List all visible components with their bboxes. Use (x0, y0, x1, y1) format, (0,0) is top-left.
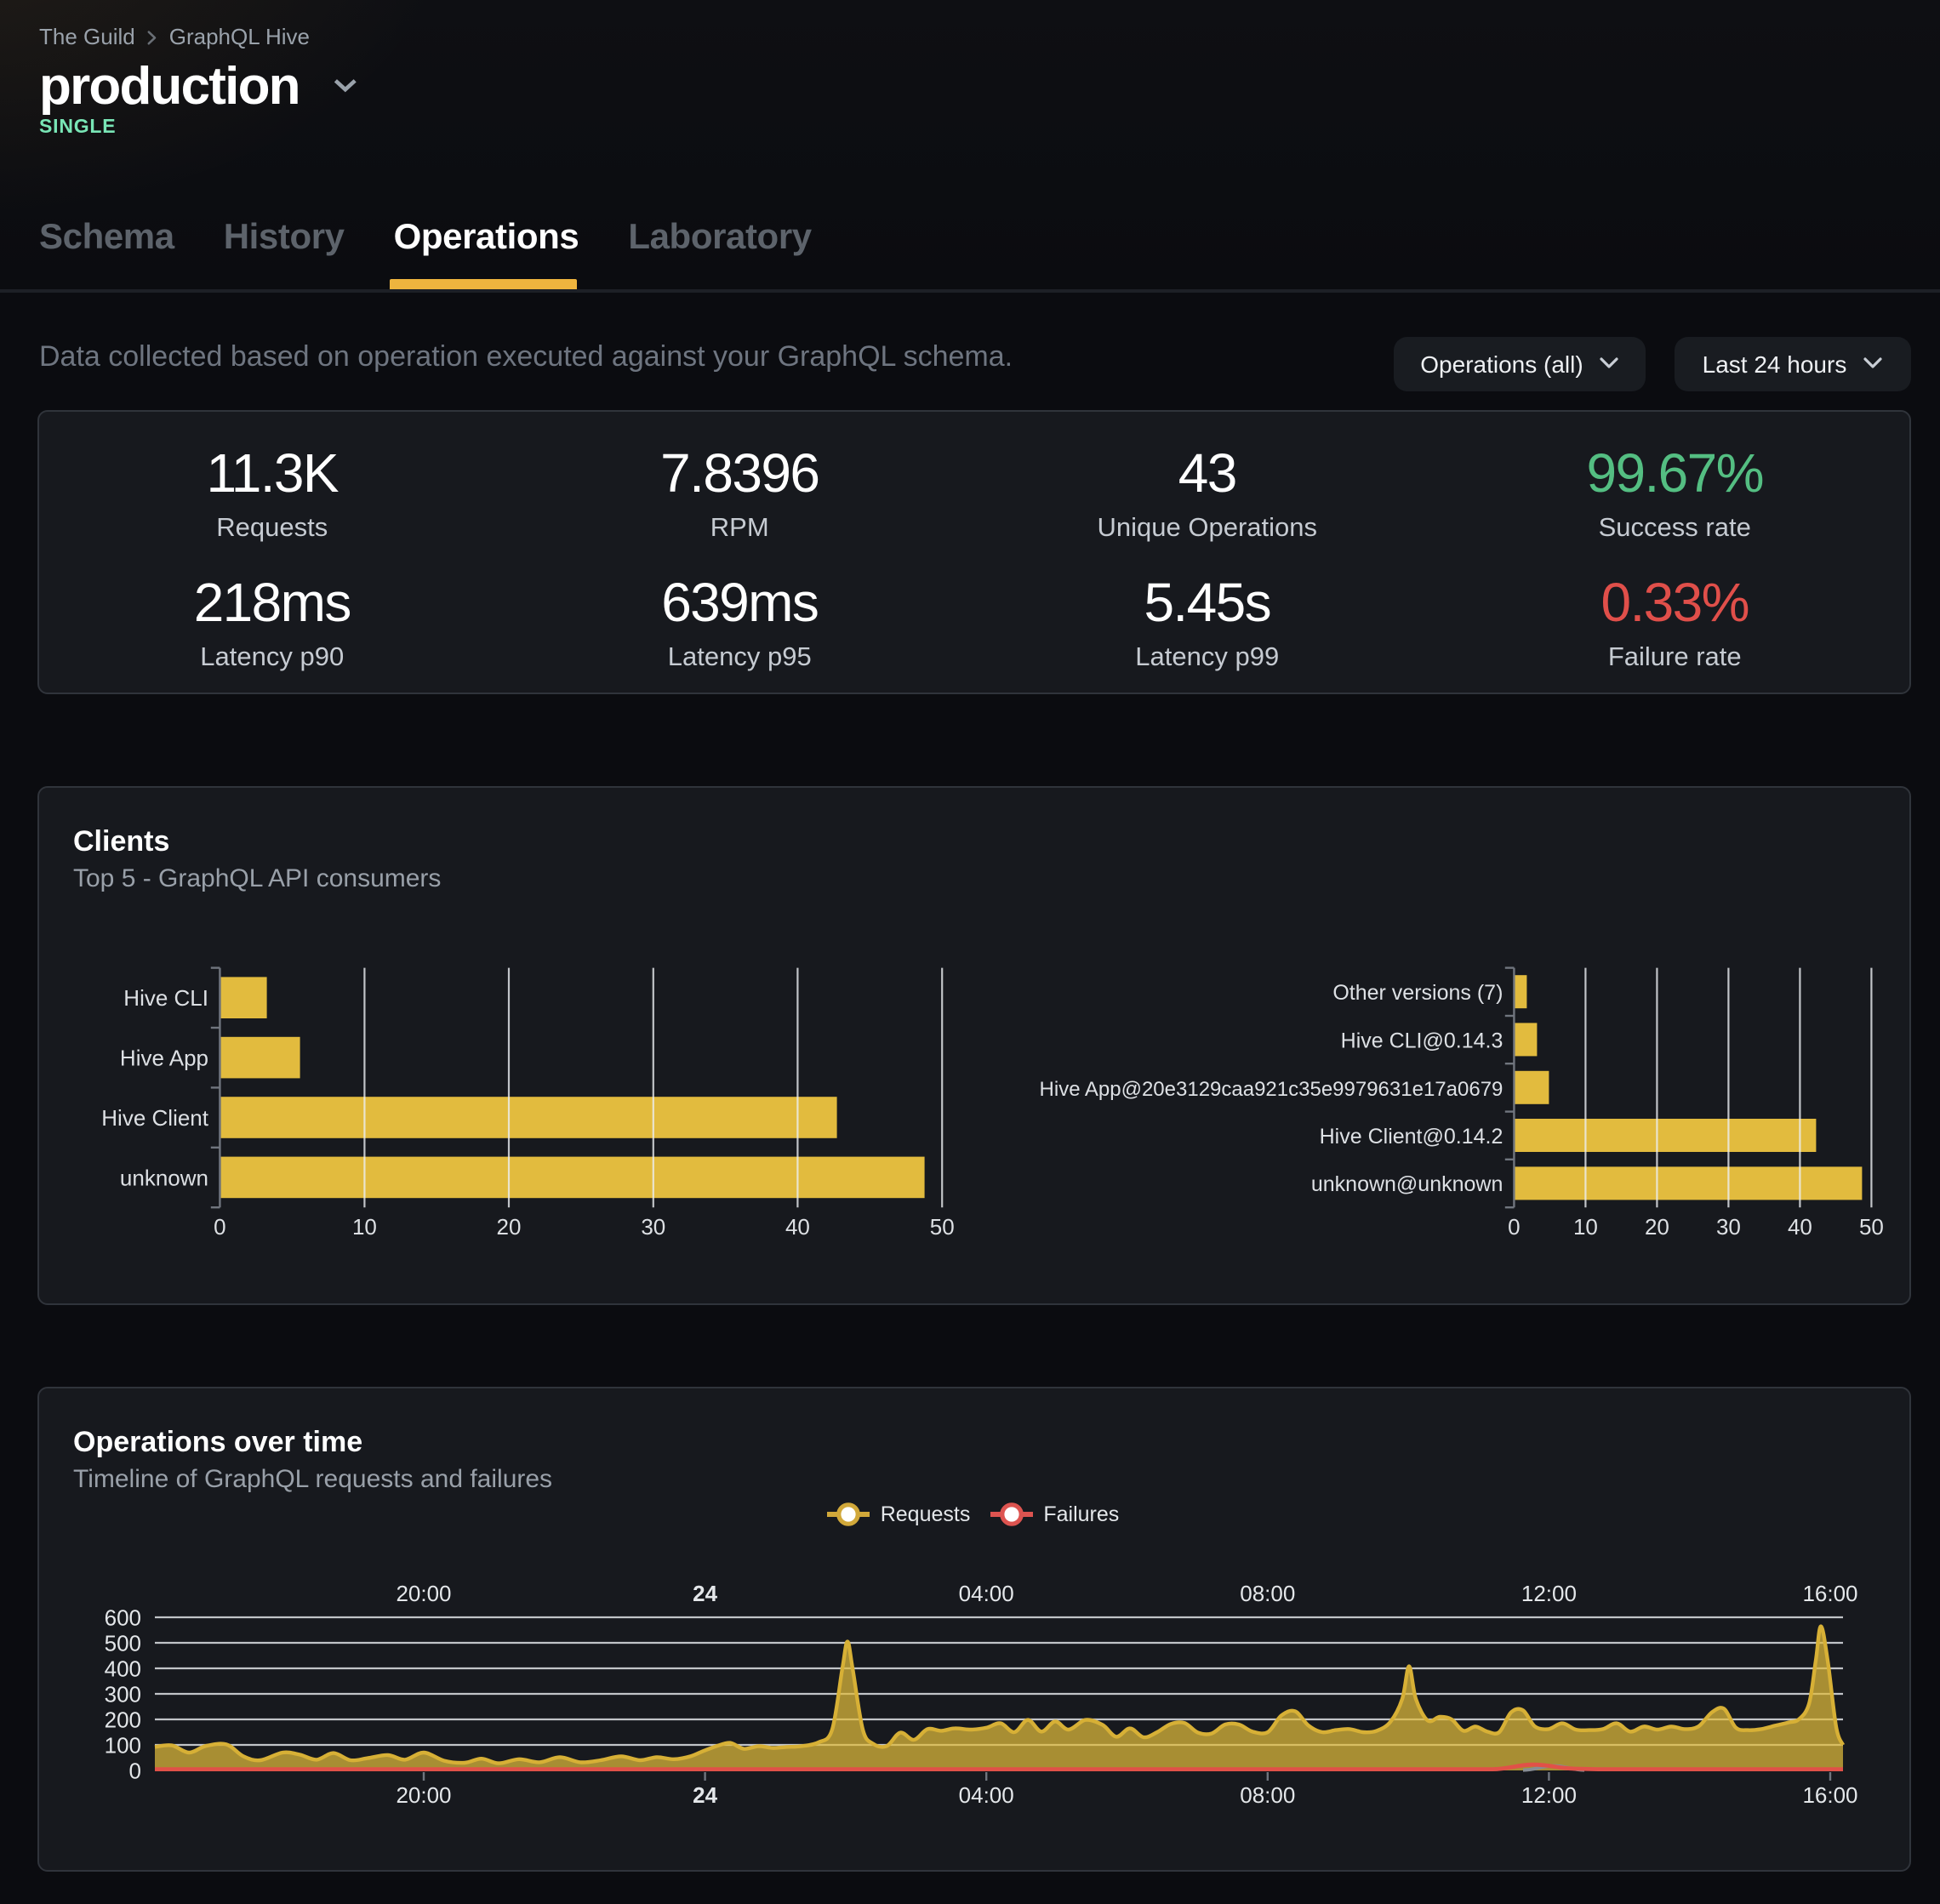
svg-text:30: 30 (640, 1213, 665, 1239)
svg-text:100: 100 (104, 1731, 140, 1757)
svg-text:24: 24 (692, 1781, 716, 1807)
svg-text:24: 24 (692, 1580, 716, 1605)
svg-text:40: 40 (1787, 1213, 1812, 1239)
svg-text:Hive App: Hive App (119, 1045, 208, 1070)
svg-text:Hive Client: Hive Client (100, 1104, 208, 1130)
svg-text:10: 10 (1572, 1213, 1597, 1239)
svg-text:12:00: 12:00 (1521, 1781, 1576, 1807)
svg-text:12:00: 12:00 (1521, 1580, 1576, 1605)
svg-text:04:00: 04:00 (958, 1580, 1013, 1605)
svg-text:08:00: 08:00 (1239, 1781, 1294, 1807)
svg-text:0: 0 (1507, 1213, 1519, 1239)
svg-text:Hive CLI@0.14.3: Hive CLI@0.14.3 (1340, 1028, 1503, 1052)
svg-text:20:00: 20:00 (395, 1781, 450, 1807)
svg-text:20:00: 20:00 (395, 1580, 450, 1605)
svg-text:0: 0 (213, 1213, 225, 1239)
svg-text:unknown@unknown: unknown@unknown (1310, 1171, 1503, 1195)
svg-text:0: 0 (128, 1757, 140, 1782)
svg-text:16:00: 16:00 (1801, 1580, 1857, 1605)
svg-text:10: 10 (351, 1213, 376, 1239)
svg-text:Hive App@20e3129caa921c35e9979: Hive App@20e3129caa921c35e9979631e17a067… (1039, 1077, 1503, 1100)
svg-text:20: 20 (1644, 1213, 1669, 1239)
svg-text:08:00: 08:00 (1239, 1580, 1294, 1605)
svg-text:Hive CLI: Hive CLI (123, 984, 208, 1010)
svg-text:50: 50 (1858, 1213, 1883, 1239)
svg-text:20: 20 (496, 1213, 521, 1239)
svg-text:04:00: 04:00 (958, 1781, 1013, 1807)
svg-text:Hive Client@0.14.2: Hive Client@0.14.2 (1319, 1124, 1503, 1148)
svg-text:16:00: 16:00 (1801, 1781, 1857, 1807)
svg-text:300: 300 (104, 1680, 140, 1706)
svg-text:400: 400 (104, 1655, 140, 1680)
svg-text:30: 30 (1715, 1213, 1740, 1239)
svg-text:Other versions (7): Other versions (7) (1332, 980, 1502, 1004)
svg-text:600: 600 (104, 1604, 140, 1629)
svg-text:50: 50 (929, 1213, 954, 1239)
svg-text:unknown: unknown (119, 1164, 208, 1189)
svg-text:500: 500 (104, 1629, 140, 1655)
svg-text:40: 40 (785, 1213, 809, 1239)
svg-text:200: 200 (104, 1706, 140, 1731)
